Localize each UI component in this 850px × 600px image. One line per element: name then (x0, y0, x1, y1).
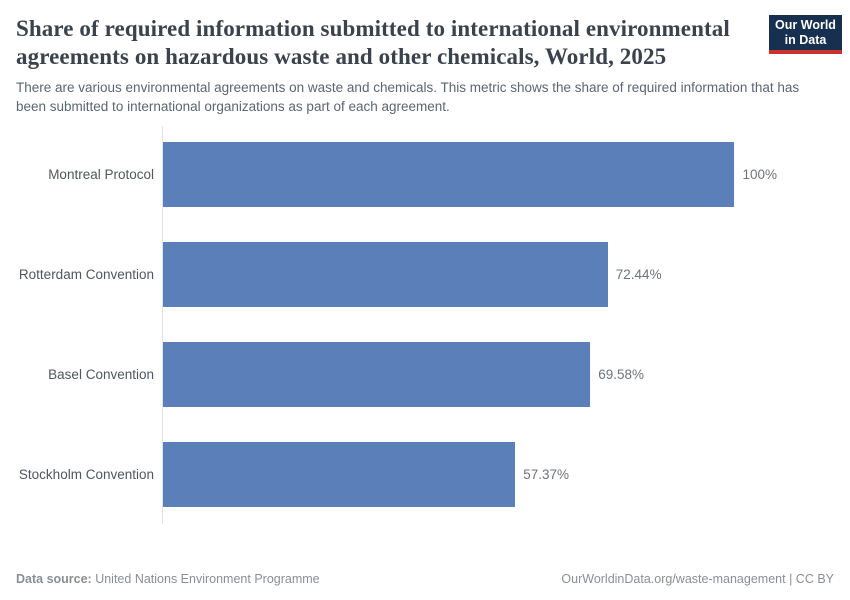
bar-row: Stockholm Convention 57.37% (0, 424, 850, 524)
owid-logo[interactable]: Our World in Data (769, 15, 842, 54)
license-label: CC BY (795, 572, 834, 586)
bar-row: Montreal Protocol 100% (0, 124, 850, 224)
category-label: Montreal Protocol (48, 166, 154, 182)
bar-track: 72.44% (163, 241, 777, 307)
owid-logo-line2: in Data (784, 33, 827, 47)
bar-row: Rotterdam Convention 72.44% (0, 224, 850, 324)
data-source-note: Data source: United Nations Environment … (16, 572, 320, 586)
bar-row: Basel Convention 69.58% (0, 324, 850, 424)
owid-logo-line1: Our World (775, 18, 836, 32)
chart-header: Share of required information submitted … (0, 0, 850, 116)
bar[interactable] (163, 341, 591, 407)
bar[interactable] (163, 441, 516, 507)
footer-separator: | (785, 572, 796, 586)
bar[interactable] (163, 241, 608, 307)
category-label: Basel Convention (48, 366, 154, 382)
data-source-label: Data source: (16, 572, 92, 586)
footer-attribution: OurWorldinData.org/waste-management | CC… (561, 572, 834, 586)
owid-url-link[interactable]: OurWorldinData.org/waste-management (561, 572, 786, 586)
y-axis-line (162, 126, 163, 524)
bar-value-label: 69.58% (598, 366, 645, 382)
bar-value-label: 72.44% (615, 266, 662, 282)
chart-footer: Data source: United Nations Environment … (16, 572, 834, 586)
bar-track: 69.58% (163, 341, 777, 407)
data-source-value: United Nations Environment Programme (91, 572, 320, 586)
bar-value-label: 57.37% (523, 466, 570, 482)
owid-logo-red-stripe (769, 50, 842, 54)
owid-logo-text: Our World in Data (769, 15, 842, 50)
bar-chart-area: Montreal Protocol 100% Rotterdam Conventio… (0, 124, 850, 524)
bar-value-label: 100% (742, 166, 777, 182)
bar-track: 100% (163, 141, 777, 207)
bar[interactable] (163, 141, 735, 207)
bar-rows-container: Montreal Protocol 100% Rotterdam Conventio… (0, 124, 850, 524)
bar-track: 57.37% (163, 441, 777, 507)
chart-subtitle: There are various environmental agreemen… (16, 80, 800, 114)
category-label: Rotterdam Convention (18, 266, 154, 282)
chart-title: Share of required information submitted … (16, 16, 730, 69)
category-label: Stockholm Convention (18, 466, 154, 482)
